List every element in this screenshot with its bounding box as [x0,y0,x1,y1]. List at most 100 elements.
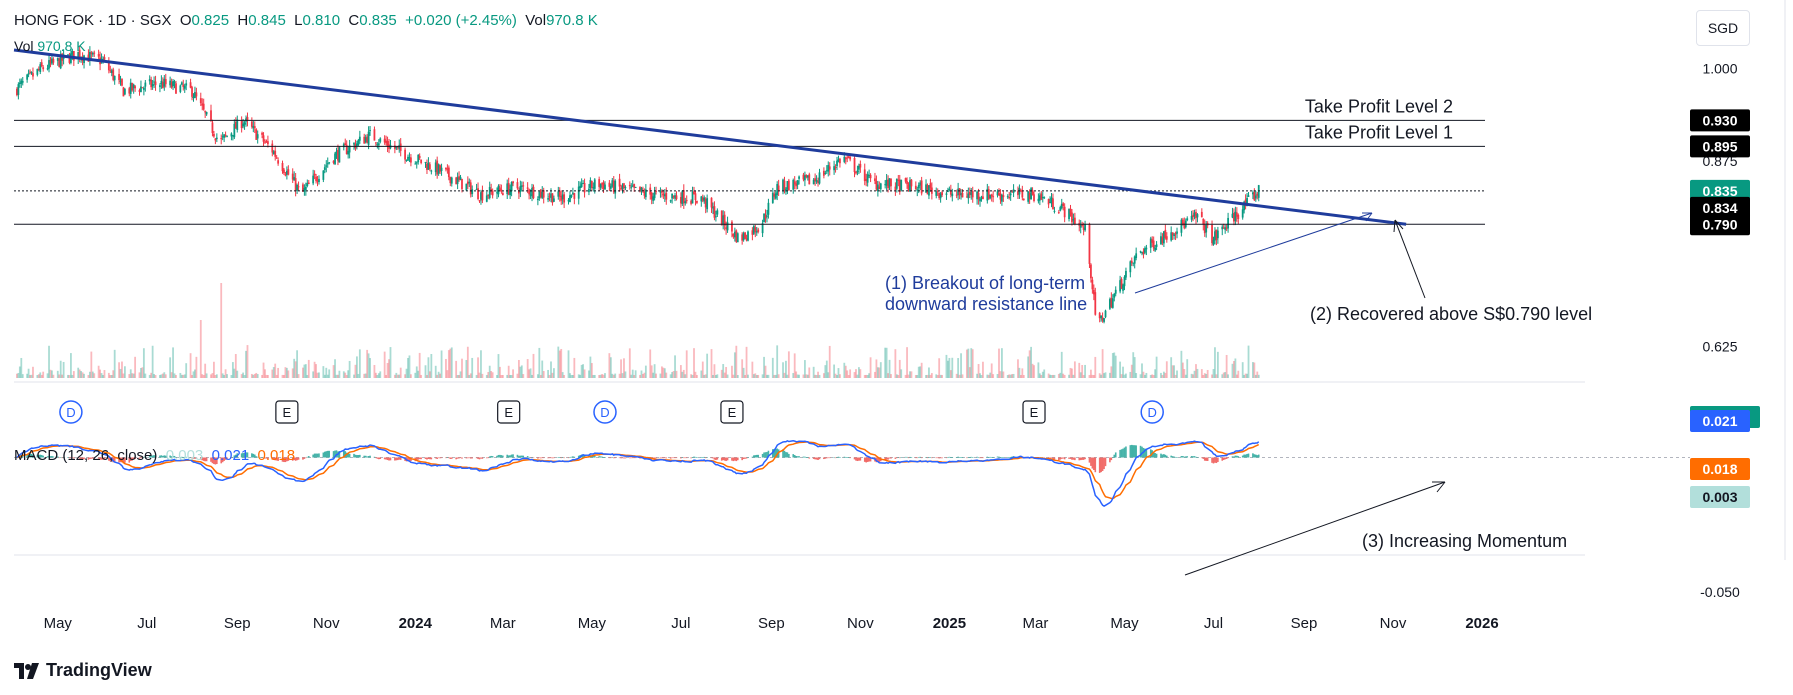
volume-bar [294,361,297,378]
macd-hist-bar [958,457,961,458]
time-axis-label: Nov [1380,615,1407,632]
macd-hist-bar [1100,457,1102,473]
candle-body [191,87,193,97]
candle-body [986,188,989,201]
macd-hist-bar [955,457,958,458]
macd-hist-bar [855,457,857,461]
volume-bar [245,350,247,378]
macd-hist-bar [103,457,106,460]
volume-bar [264,369,266,378]
candle-body [992,196,995,198]
candle-body [824,172,827,174]
macd-hist-bar [681,457,684,459]
volume-bar [837,368,840,378]
macd-hist-bar [948,456,951,458]
currency-button[interactable]: SGD [1696,10,1750,46]
macd-hist-bar [364,455,367,458]
macd-hist-bar [461,457,463,459]
volume-bar [170,372,173,378]
candle-body [971,191,974,198]
macd-hist-bar [243,452,246,458]
volume-bar [399,367,402,378]
volume-bar [1071,368,1073,378]
volume-bar [662,367,665,378]
candle-body [29,71,31,73]
candle-body [194,92,196,98]
candle-body [764,214,767,219]
volume-bar [1203,373,1206,378]
macd-hist-bar [1196,457,1199,458]
macd-hist-bar [701,457,704,458]
macd-hist-bar [29,453,31,458]
candle-body [694,193,697,200]
volume-bar [674,355,676,378]
candle-body [987,189,990,200]
volume-bar [623,358,625,378]
volume-bar [961,374,964,378]
volume-bar [39,372,42,378]
time-axis-label: May [44,615,73,632]
candle-body [849,156,852,160]
candle-body [364,137,367,143]
candle-body [685,199,688,202]
volume-bar [315,364,317,378]
macd-hist-bar [430,457,433,460]
macd-hist-bar [312,454,314,458]
volume-bar [1234,358,1237,378]
volume-bar [418,352,421,378]
candle-body [1214,231,1216,241]
macd-hist-bar [1164,454,1167,458]
macd-hist-bar [446,457,449,458]
macd-hist-bar [255,456,258,458]
macd-hist-bar [557,457,560,458]
volume-bar [1057,373,1060,378]
candle-body [1161,237,1164,243]
volume-bar [388,359,390,378]
volume-bar [1038,373,1041,378]
volume-bar [40,374,43,378]
volume-bar [633,375,636,378]
macd-hist-bar [199,457,202,460]
candle-body [796,180,799,185]
volume-bar [541,360,544,378]
macd-hist-bar [1125,446,1127,458]
candle-body [424,162,427,164]
volume-bar [450,347,453,378]
volume-bar [1225,354,1228,378]
macd-hist-bar [172,455,174,458]
candle-body [812,179,815,185]
volume-bar [173,373,176,378]
volume-bar [20,357,23,378]
tradingview-icon [14,662,39,679]
candle-body [213,133,215,137]
time-axis-label: 2026 [1465,615,1498,632]
volume-bar [1211,374,1213,378]
volume-bar [179,372,182,378]
macd-hist-bar [1144,448,1146,458]
volume-bar [1165,361,1168,378]
volume-bar [992,374,995,378]
candle-body [26,74,29,80]
annotation-recovered-arrowhead [1393,219,1404,233]
volume-bar [159,374,161,378]
candle-body [639,186,641,192]
macd-hist-bar [532,457,535,459]
volume-bar [163,372,166,378]
volume-bar [955,373,958,378]
macd-hist-bar [192,457,195,459]
volume-bar [42,371,45,378]
volume-bar [1174,374,1177,378]
candle-body [253,126,256,129]
macd-hist-bar [354,454,357,458]
macd-hist-bar [722,457,724,461]
macd-hist-bar [764,452,767,458]
volume-bar [987,374,990,378]
macd-hist-bar [808,457,811,459]
macd-hist-bar [1135,445,1137,458]
candle-body [250,121,253,127]
candle-body [449,176,452,184]
volume-bar [215,374,218,378]
macd-hist-bar [573,456,576,458]
macd-hist-bar [496,455,498,458]
